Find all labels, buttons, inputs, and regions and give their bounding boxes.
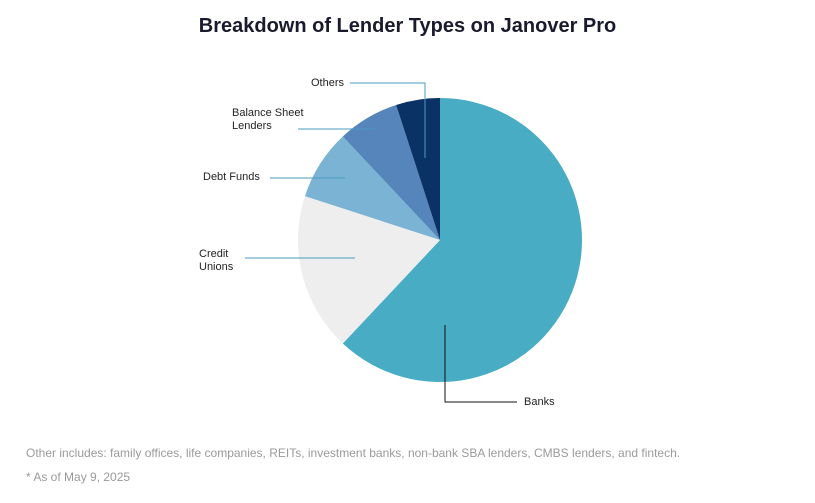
leader-line <box>350 82 426 158</box>
footnote: * As of May 9, 2025 <box>26 470 131 484</box>
footnote: Other includes: family offices, life com… <box>26 446 681 460</box>
slice-label: Debt Funds <box>203 171 260 183</box>
pie-slice <box>342 98 583 382</box>
pie-slice <box>396 98 440 240</box>
slice-label: Others <box>311 77 345 89</box>
slice-label: Banks <box>524 396 555 408</box>
slice-label: Balance Sheet Lenders <box>232 107 304 132</box>
leader-line <box>444 325 517 403</box>
pie-slice <box>298 196 440 344</box>
slice-label: Credit Unions <box>199 248 234 273</box>
pie-slice <box>304 136 440 240</box>
chart-title: Breakdown of Lender Types on Janover Pro <box>198 15 617 37</box>
pie-slice <box>342 104 440 240</box>
